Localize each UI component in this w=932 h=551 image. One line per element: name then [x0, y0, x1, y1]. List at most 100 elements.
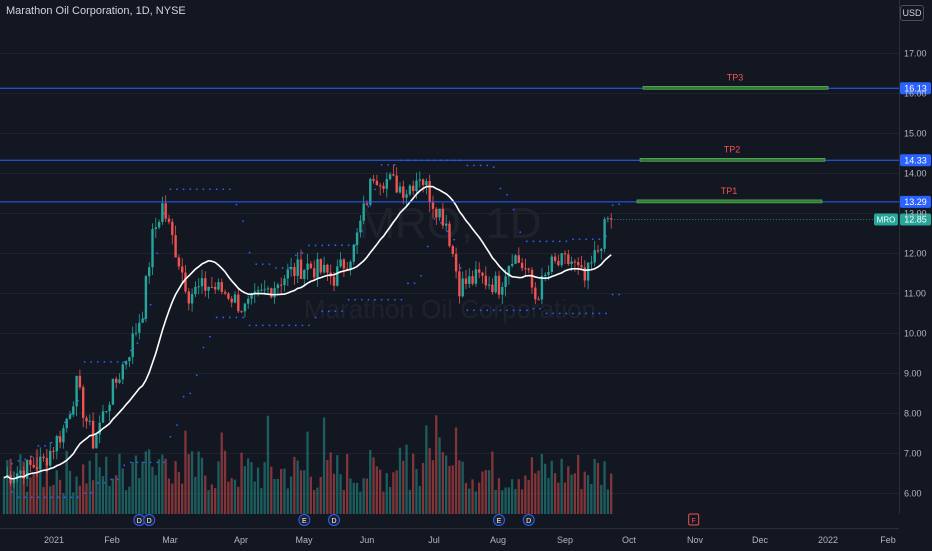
candle-body [58, 436, 62, 443]
volume-bar [39, 464, 42, 514]
candle-body [144, 276, 148, 319]
currency-badge[interactable]: USD [900, 5, 924, 21]
price-tick-label: 16.00 [904, 89, 927, 99]
event-marker-label: E [302, 518, 307, 525]
price-axis[interactable] [899, 0, 932, 514]
candle-body [590, 262, 593, 264]
volume-bar [346, 454, 349, 514]
candle-body [78, 375, 82, 388]
time-axis[interactable] [0, 528, 899, 551]
envelope-upper-dot [618, 203, 621, 206]
candle-body [560, 253, 563, 266]
candle-body [487, 284, 491, 286]
envelope-upper-dot [96, 360, 99, 363]
volume-bar [55, 470, 58, 514]
candle-body [124, 361, 128, 365]
candle-body [293, 266, 296, 276]
envelope-upper-dot [532, 240, 535, 243]
volume-bar [124, 490, 128, 514]
envelope-upper-dot [228, 188, 231, 191]
event-marker-e[interactable] [298, 514, 311, 526]
envelope-upper-dot [24, 458, 27, 461]
volume-bar [111, 478, 114, 514]
candle-body [610, 218, 613, 220]
volume-bar [78, 485, 81, 514]
event-marker-d[interactable] [328, 514, 340, 526]
volume-bar [263, 462, 266, 514]
envelope-upper-dot [189, 188, 192, 191]
volume-bar [108, 485, 111, 514]
candle-body [131, 333, 134, 358]
envelope-lower-dot [301, 324, 304, 327]
volume-bar [12, 471, 15, 514]
envelope-upper-dot [519, 231, 522, 234]
event-marker-label: E [497, 518, 502, 525]
volume-bar [540, 453, 543, 514]
candle-body [309, 263, 313, 269]
envelope-upper-dot [506, 193, 508, 196]
volume-bar [395, 470, 398, 514]
candle-body [197, 286, 200, 288]
envelope-upper-dot [611, 204, 614, 206]
candle-body [596, 250, 600, 252]
envelope-upper-dot [63, 421, 66, 424]
volume-bar [217, 461, 220, 514]
envelope-upper-dot [565, 240, 568, 243]
envelope-upper-dot [473, 164, 475, 167]
candle-body [19, 470, 22, 474]
volume-bar [382, 491, 385, 514]
envelope-upper-dot [572, 238, 574, 241]
candle-body [240, 311, 243, 313]
volume-bar [484, 470, 487, 514]
event-marker-f[interactable] [688, 513, 700, 526]
volume-bar [501, 490, 504, 514]
envelope-upper-dot [182, 188, 185, 191]
candle-body [441, 208, 445, 226]
candle-body [563, 253, 567, 255]
volume-bar [550, 460, 553, 514]
volume-bar [563, 482, 567, 514]
envelope-upper-dot [11, 462, 13, 465]
candle-body [148, 267, 151, 277]
target-box-tp3[interactable] [642, 86, 829, 90]
target-label-tp2: TP2 [724, 144, 741, 154]
time-tick-label: Dec [752, 535, 769, 545]
envelope-lower-dot [420, 274, 423, 277]
event-marker-label: F [692, 518, 696, 525]
volume-bar [524, 475, 527, 514]
event-marker-d[interactable] [522, 514, 535, 526]
event-marker-d[interactable] [143, 514, 156, 526]
candle-body [398, 186, 402, 193]
envelope-upper-dot [591, 238, 594, 241]
volume-bar [596, 462, 600, 514]
volume-bar [6, 460, 9, 514]
volume-bar [190, 451, 194, 514]
volume-bar [355, 483, 359, 514]
target-box-tp1[interactable] [636, 199, 823, 204]
volume-bar [280, 468, 283, 514]
level-price-label: 13.29 [904, 197, 927, 207]
envelope-upper-dot [288, 267, 291, 269]
volume-bar [42, 487, 45, 514]
candle-body [349, 261, 352, 270]
envelope-lower-dot [44, 496, 46, 499]
target-box-tp2[interactable] [639, 158, 826, 162]
envelope-lower-dot [182, 395, 185, 398]
envelope-lower-dot [57, 496, 60, 499]
candle-body [118, 379, 121, 383]
envelope-upper-dot [334, 244, 337, 247]
volume-bar [25, 491, 29, 514]
volume-bar [610, 473, 613, 514]
volume-bar [458, 460, 461, 514]
volume-bar [220, 432, 223, 514]
volume-bar [121, 468, 124, 514]
envelope-lower-dot [17, 496, 20, 499]
volume-bar [138, 478, 141, 514]
price-tick-label: 8.00 [904, 409, 922, 419]
volume-bar [553, 473, 557, 514]
envelope-upper-dot [17, 459, 20, 462]
price-tick-label: 11.00 [904, 289, 926, 299]
event-marker-e[interactable] [493, 514, 505, 526]
candle-body [39, 456, 42, 469]
